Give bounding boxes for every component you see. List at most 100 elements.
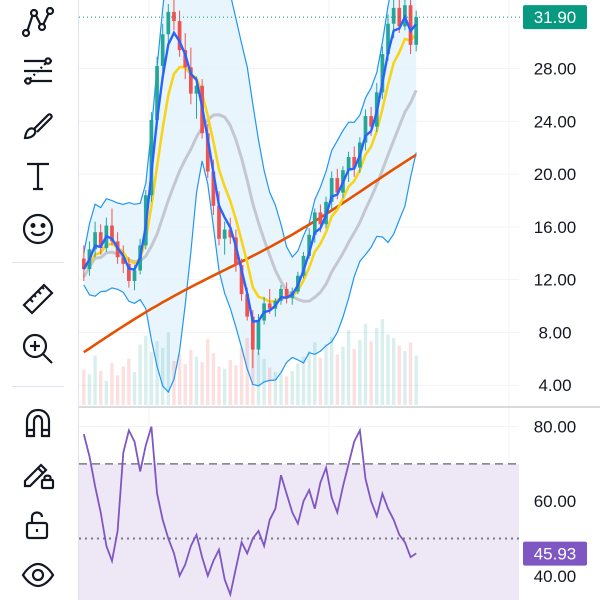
volume-bar — [256, 352, 261, 405]
volume-bar — [206, 339, 210, 405]
last-price-tag: 31.90 — [523, 5, 587, 30]
volume-bar — [99, 370, 103, 405]
volume-bar — [307, 351, 311, 405]
candle-body — [250, 316, 255, 350]
volume-bar — [403, 351, 407, 405]
volume-bar — [160, 347, 165, 405]
toolbar-divider — [12, 262, 64, 263]
fib-retracement-icon[interactable] — [14, 48, 62, 94]
candle-body — [346, 156, 351, 171]
candle-body — [211, 171, 216, 206]
candle-body — [301, 255, 306, 276]
volume-bar — [82, 369, 86, 405]
volume-bar — [335, 354, 340, 405]
volume-bar — [313, 342, 317, 405]
volume-bar — [391, 337, 396, 405]
candle-body — [312, 212, 317, 235]
candle-body — [335, 178, 340, 193]
volume-bar — [329, 336, 334, 405]
candle-body — [318, 212, 323, 225]
volume-bar — [318, 357, 323, 405]
zoom-in-icon[interactable] — [14, 326, 62, 372]
volume-bar — [386, 334, 390, 405]
unlock-icon[interactable] — [14, 502, 62, 548]
volume-bar — [234, 365, 238, 405]
brush-icon[interactable] — [14, 103, 62, 149]
volume-bar — [363, 323, 368, 405]
volume-bar — [138, 344, 142, 405]
volume-bar — [93, 355, 97, 405]
volume-bar — [222, 368, 227, 405]
candle-body — [386, 23, 390, 55]
price-axis: 4.00 8.00 12.00 16.00 20.00 24.00 28.00 — [534, 60, 577, 396]
candle-body — [228, 229, 233, 238]
volume-bar — [296, 363, 300, 405]
candle-body — [329, 178, 334, 202]
volume-bar — [217, 366, 221, 405]
ruler-icon[interactable] — [14, 276, 62, 322]
rsi-axis-label: 40.00 — [534, 567, 577, 586]
rsi-axis-label: 60.00 — [534, 492, 577, 511]
volume-bar — [155, 341, 159, 405]
volume-bar — [239, 347, 244, 405]
text-tool-icon[interactable] — [14, 153, 62, 199]
magnet-icon[interactable] — [14, 400, 62, 446]
volume-bar — [324, 344, 328, 405]
ema-fast-line — [82, 13, 418, 323]
candle-body — [93, 232, 97, 250]
volume-bar — [245, 337, 249, 405]
lock-drawings-icon[interactable] — [14, 450, 62, 496]
volume-bar — [290, 370, 294, 405]
candle-body — [194, 85, 199, 94]
candle-body — [267, 303, 272, 309]
volume-bar — [104, 380, 109, 405]
rsi-line — [82, 426, 417, 598]
price-axis-label: 16.00 — [534, 218, 577, 237]
eye-icon[interactable] — [14, 552, 62, 598]
candle-body — [414, 17, 419, 45]
volume-bar — [189, 350, 193, 405]
emoji-icon[interactable] — [14, 206, 62, 252]
volume-bar — [380, 319, 385, 405]
candle-body — [256, 320, 261, 350]
pattern-tool-icon[interactable] — [14, 0, 62, 46]
candle-body — [239, 265, 244, 295]
candle-body — [380, 54, 385, 93]
candle-body — [166, 11, 171, 35]
volume-bar — [352, 348, 356, 405]
volume-bar — [408, 342, 413, 405]
candle-body — [205, 133, 210, 172]
price-axis-label: 24.00 — [534, 112, 577, 131]
volume-bar — [121, 366, 125, 405]
price-pane — [79, 0, 527, 405]
candle-body — [160, 34, 165, 66]
rsi-axis: 40.00 60.00 80.00 — [534, 418, 577, 586]
candle-body — [110, 225, 114, 242]
volume-bar — [200, 362, 204, 405]
volume-bar — [132, 372, 137, 405]
volume-bar — [268, 367, 272, 405]
bollinger-lower-band — [83, 152, 417, 394]
volume-bar — [369, 341, 373, 405]
volume-bar — [110, 363, 114, 405]
drawing-toolbar — [0, 0, 79, 600]
volume-bar — [346, 330, 351, 405]
rsi-pane — [79, 426, 519, 600]
price-axis-label: 20.00 — [534, 165, 577, 184]
volume-bar — [414, 355, 418, 405]
toolbar-divider — [12, 386, 64, 387]
candle-body — [363, 116, 368, 143]
candle-body — [279, 288, 283, 301]
volume-bar — [144, 335, 148, 405]
candle-body — [352, 156, 357, 168]
candle-body — [172, 11, 176, 22]
price-axis-label: 28.00 — [534, 60, 577, 79]
candle-body — [307, 234, 312, 256]
candle-body — [188, 67, 193, 94]
volume-bar — [341, 346, 345, 405]
volume-bar — [375, 328, 379, 405]
price-axis-label: 12.00 — [534, 271, 577, 290]
bollinger-upper-band — [83, 0, 390, 259]
candle-body — [155, 65, 159, 121]
